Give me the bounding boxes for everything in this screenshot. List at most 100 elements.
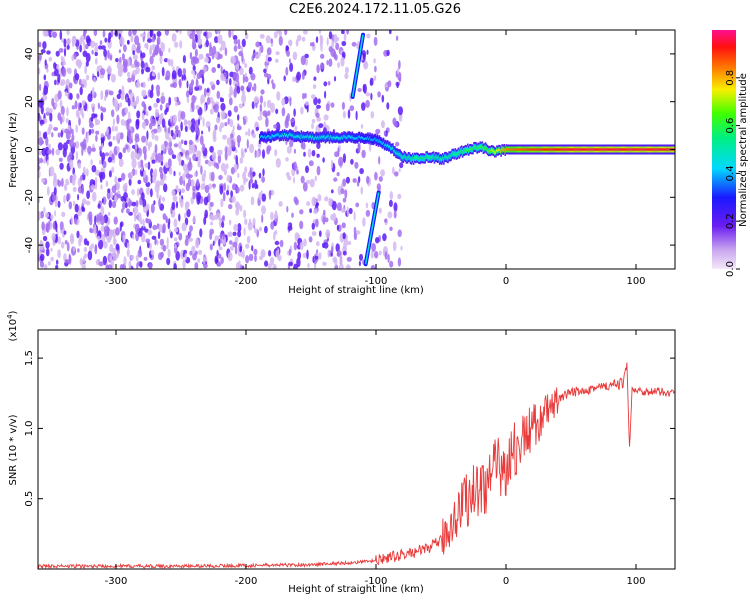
noise-speckle [80, 83, 85, 88]
noise-speckle [66, 106, 69, 117]
ridge-core [494, 151, 496, 154]
ridge-core [326, 135, 329, 138]
noise-speckle [81, 78, 86, 85]
noise-speckle [395, 35, 399, 41]
noise-speckle [299, 209, 304, 215]
ridge-core [653, 148, 655, 151]
ridge-core [633, 148, 635, 151]
noise-speckle [232, 72, 237, 80]
ridge-core [602, 148, 604, 151]
noise-speckle [152, 173, 157, 184]
ridge-core [397, 152, 399, 156]
noise-speckle [342, 110, 346, 119]
noise-speckle [289, 40, 293, 47]
noise-speckle [132, 96, 135, 103]
noise-speckle [345, 176, 350, 184]
noise-speckle [172, 195, 178, 202]
noise-speckle [82, 40, 85, 46]
noise-speckle [151, 65, 156, 71]
ridge-core [339, 137, 341, 140]
noise-speckle [65, 117, 69, 124]
noise-speckle [248, 253, 254, 262]
noise-speckle [173, 143, 179, 148]
ridge-core [287, 135, 289, 138]
noise-speckle [188, 237, 194, 242]
ridge-core [590, 148, 593, 151]
ridge-core [328, 137, 331, 140]
noise-speckle [278, 36, 283, 46]
noise-speckle [252, 133, 256, 139]
ridge-core [588, 148, 591, 151]
noise-speckle [165, 162, 169, 169]
ridge-core [525, 148, 527, 151]
noise-speckle [214, 36, 219, 44]
noise-speckle [119, 132, 124, 140]
ridge-core [319, 135, 321, 138]
ridge-core [636, 148, 639, 151]
noise-speckle [392, 166, 395, 175]
noise-speckle [173, 218, 178, 228]
noise-speckle [126, 248, 130, 258]
noise-speckle [165, 70, 171, 80]
noise-speckle [189, 225, 193, 232]
noise-speckle [150, 188, 153, 198]
noise-speckle [185, 173, 191, 179]
noise-speckle [145, 203, 150, 210]
noise-speckle [124, 182, 128, 191]
ridge-core [435, 155, 438, 159]
noise-speckle [186, 154, 190, 161]
noise-speckle [116, 146, 120, 153]
noise-speckle [40, 105, 44, 115]
noise-speckle [266, 73, 272, 80]
noise-speckle [94, 57, 98, 65]
noise-speckle [381, 94, 385, 103]
noise-speckle [184, 125, 188, 132]
noise-speckle [174, 41, 179, 48]
noise-speckle [42, 132, 48, 140]
noise-speckle [389, 226, 393, 231]
ridge-core [599, 148, 601, 151]
noise-speckle [156, 190, 159, 200]
ridge-core [486, 148, 489, 152]
noise-speckle [184, 140, 188, 146]
ridge-core [421, 157, 423, 160]
noise-speckle [302, 142, 306, 150]
noise-speckle [300, 106, 304, 115]
noise-speckle [294, 125, 298, 132]
noise-speckle [204, 209, 208, 219]
noise-speckle [266, 147, 270, 155]
ridge-core [502, 148, 504, 152]
noise-speckle [38, 106, 41, 114]
ridge-core [654, 148, 656, 151]
ridge-core [461, 151, 464, 154]
noise-speckle [341, 101, 345, 110]
noise-speckle [61, 177, 64, 187]
noise-speckle [88, 128, 92, 136]
colorbar-tick-label: 0.4 [725, 165, 736, 181]
noise-speckle [63, 230, 67, 235]
noise-speckle [352, 178, 357, 183]
ridge-core [436, 156, 439, 160]
noise-speckle [169, 231, 173, 239]
noise-speckle [220, 162, 226, 172]
ridge-core [638, 148, 641, 151]
noise-speckle [301, 71, 305, 80]
noise-speckle [196, 178, 200, 187]
noise-speckle [123, 66, 128, 73]
ridge-core [350, 136, 353, 139]
noise-speckle [252, 52, 256, 58]
ridge-core [644, 148, 647, 151]
noise-speckle [376, 183, 381, 191]
ridge-core [288, 134, 290, 137]
noise-speckle [244, 218, 248, 225]
noise-speckle [275, 249, 280, 259]
noise-speckle [117, 177, 122, 182]
noise-speckle [297, 34, 302, 42]
noise-speckle [168, 137, 172, 143]
noise-speckle [340, 188, 345, 195]
snr-multiplier-label: (x104) [6, 310, 19, 341]
ridge-core [356, 137, 359, 140]
noise-speckle [46, 50, 51, 55]
noise-speckle [162, 196, 165, 202]
noise-speckle [200, 69, 205, 75]
